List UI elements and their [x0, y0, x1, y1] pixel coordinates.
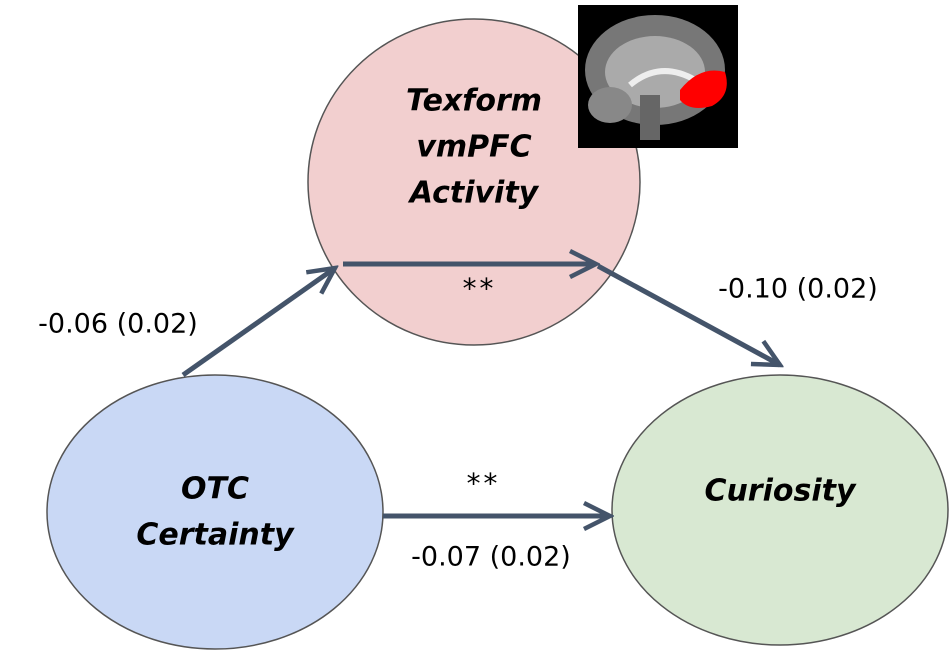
- node-label: OTC: [181, 472, 249, 507]
- node-label: Texform: [406, 84, 542, 119]
- indirect-significance: **: [461, 272, 495, 305]
- edge-significance: **: [465, 467, 499, 500]
- brain-image: [578, 5, 738, 148]
- node-curiosity: [612, 375, 948, 645]
- edge-coefficient: -0.07 (0.02): [411, 542, 571, 573]
- node-label: Curiosity: [704, 474, 857, 509]
- mediation-diagram: Texform vmPFC Activity OTC Certainty Curiosit…: [0, 0, 950, 652]
- node-label: Activity: [408, 176, 540, 211]
- node-label: Certainty: [136, 518, 295, 553]
- edge-coefficient: -0.10 (0.02): [718, 274, 878, 305]
- node-otc: [47, 375, 383, 649]
- node-label: vmPFC: [416, 130, 531, 165]
- edge-a: [183, 268, 335, 375]
- edge-coefficient: -0.06 (0.02): [38, 309, 198, 340]
